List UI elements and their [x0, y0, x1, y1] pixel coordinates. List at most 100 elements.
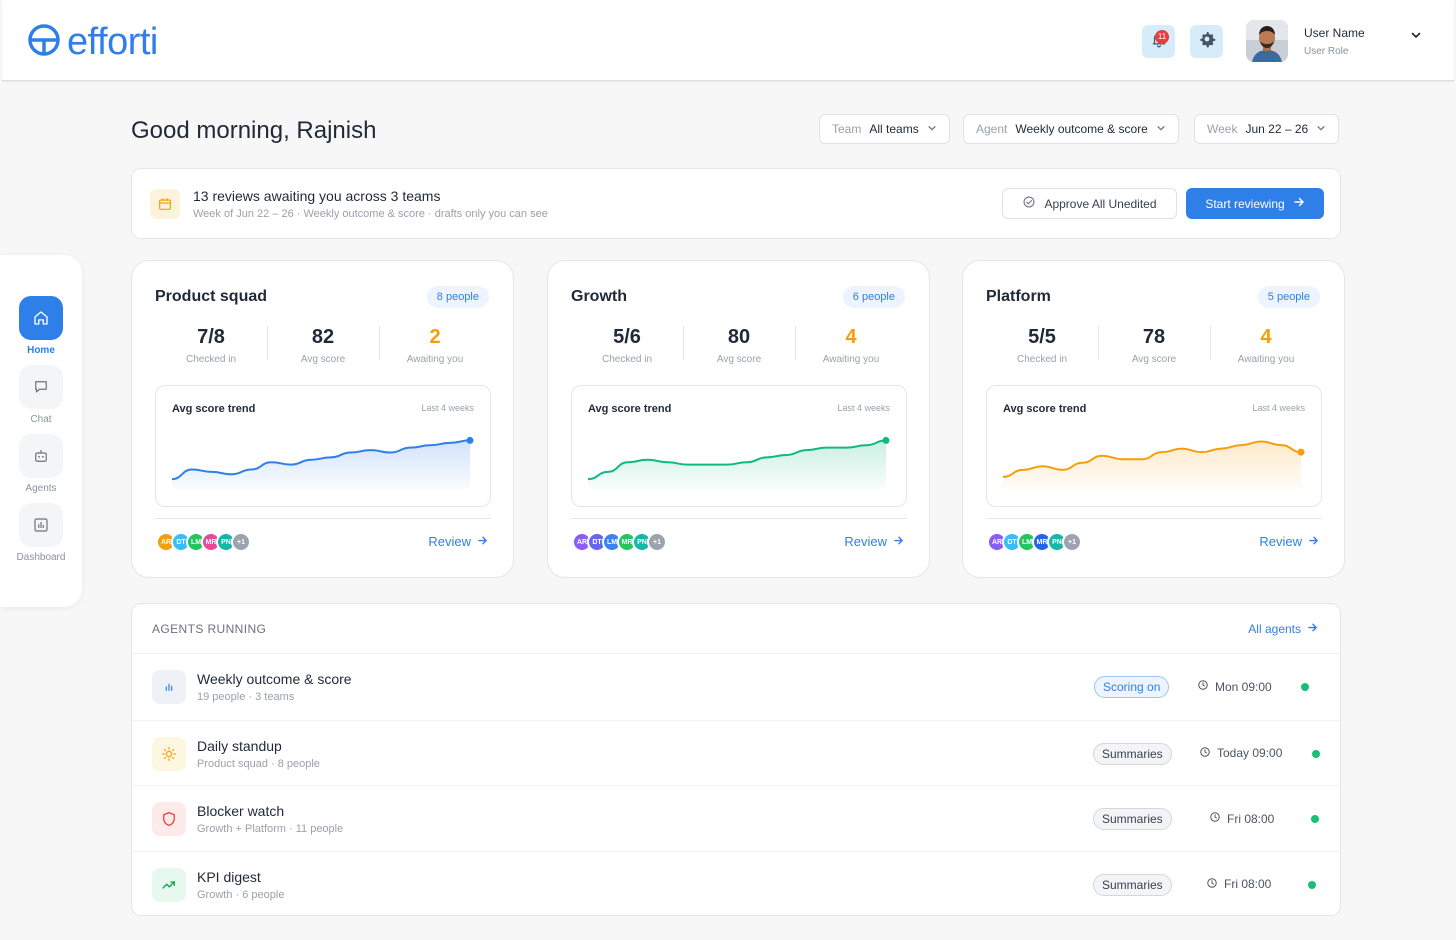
sidebar-item-home[interactable]: Home: [0, 296, 82, 356]
agents-running-panel: AGENTS RUNNING All agents Weekly outcome…: [131, 603, 1341, 916]
stat-value: 78: [1142, 326, 1166, 348]
filter-label: Agent: [976, 122, 1008, 136]
agent-row-daily-standup[interactable]: Daily standup Product squad · 8 people S…: [132, 719, 1340, 785]
button-label: Approve All Unedited: [1044, 196, 1157, 211]
stat-awaiting: 4 Awaiting you: [1210, 324, 1322, 370]
week-filter[interactable]: Week Jun 22 – 26: [1194, 114, 1340, 144]
chat-icon: [19, 365, 63, 409]
user-role: User Role: [1304, 46, 1349, 57]
all-agents-link[interactable]: All agents: [1248, 622, 1318, 636]
logo-text: efforti: [67, 21, 158, 63]
divider: [986, 518, 1322, 519]
stat-label: Awaiting you: [822, 354, 880, 365]
agent-mode-badge: Summaries: [1093, 742, 1172, 765]
filter-value: Weekly outcome & score: [1015, 122, 1148, 136]
chart-range: Last 4 weeks: [421, 403, 474, 413]
robot-icon: [19, 434, 63, 478]
divider: [132, 653, 1340, 654]
side-navigation: Home Chat Agents Dashboard: [0, 255, 82, 607]
review-banner: 13 reviews awaiting you across 3 teams W…: [131, 168, 1341, 239]
trend-end-point: [882, 436, 890, 444]
home-icon: [19, 296, 63, 340]
stat-label: Checked in: [1016, 354, 1068, 365]
agent-mode-badge: Summaries: [1093, 808, 1172, 830]
filter-label: Week: [1207, 122, 1238, 136]
clock-icon: [1206, 877, 1218, 892]
stat-label: Awaiting you: [406, 354, 464, 365]
divider: [155, 518, 491, 519]
agent-row-kpi-digest[interactable]: KPI digest Growth · 6 people Summaries F…: [132, 850, 1340, 916]
status-dot: [1312, 749, 1320, 758]
link-label: Review: [1259, 534, 1302, 549]
team-filter[interactable]: Team All teams: [819, 114, 950, 144]
sidebar-item-dashboard[interactable]: Dashboard: [0, 503, 82, 563]
sidebar-item-agents[interactable]: Agents: [0, 434, 82, 494]
start-reviewing-button[interactable]: Start reviewing: [1186, 188, 1324, 219]
stat-value: 80: [727, 326, 751, 348]
link-label: Review: [428, 534, 471, 549]
calendar-icon: [150, 189, 180, 219]
agent-name: Blocker watch: [197, 803, 285, 819]
arrow-right-icon: [1307, 622, 1318, 636]
stat-avg-score: 82 Avg score: [267, 324, 379, 370]
review-team-button[interactable]: Review: [844, 534, 904, 549]
team-name: Product squad: [155, 288, 268, 305]
trend-area: [588, 440, 886, 490]
trend-sparkline: [588, 436, 890, 490]
stat-checked-in: 5/6 Checked in: [571, 324, 683, 370]
agent-row-blocker-watch[interactable]: Blocker watch Growth + Platform · 11 peo…: [132, 785, 1340, 850]
gear-icon: [1198, 30, 1216, 53]
sidebar-item-label: Chat: [30, 414, 52, 425]
avg-score-trend-chart: Avg score trend Last 4 weeks: [986, 385, 1322, 507]
people-count-badge: 6 people: [842, 286, 905, 308]
chevron-down-icon: [927, 122, 937, 136]
stat-awaiting: 4 Awaiting you: [795, 324, 907, 370]
stat-label: Awaiting you: [1237, 354, 1295, 365]
agent-scope: Growth + Platform · 11 people: [197, 823, 344, 835]
stat-value: 5/6: [613, 326, 641, 348]
link-label: Review: [844, 534, 887, 549]
agent-schedule: Fri 08:00: [1206, 877, 1271, 892]
team-stats: 7/8 Checked in 82 Avg score 2 Awaiting y…: [155, 324, 491, 370]
status-dot: [1301, 683, 1309, 691]
people-count-badge: 8 people: [426, 286, 489, 308]
banner-subtitle: Week of Jun 22 – 26 · Weekly outcome & s…: [193, 208, 548, 220]
agent-filter[interactable]: Agent Weekly outcome & score: [963, 114, 1179, 144]
agent-scope: 19 people · 3 teams: [197, 691, 295, 703]
trend-sparkline: [1003, 440, 1305, 490]
team-stats: 5/5 Checked in 78 Avg score 4 Awaiting y…: [986, 324, 1322, 370]
member-avatars: AR DT LM MR PN +1: [987, 532, 1082, 552]
review-team-button[interactable]: Review: [1259, 534, 1319, 549]
approve-all-unedited-button[interactable]: Approve All Unedited: [1002, 188, 1177, 219]
agent-schedule: Mon 09:00: [1197, 679, 1272, 694]
stat-label: Checked in: [185, 354, 237, 365]
agent-row-weekly-outcome-score[interactable]: Weekly outcome & score 19 people · 3 tea…: [132, 654, 1340, 719]
sidebar-item-label: Dashboard: [16, 552, 66, 563]
settings-button[interactable]: [1190, 25, 1223, 58]
chart-range: Last 4 weeks: [837, 403, 890, 413]
chevron-down-icon: [1156, 122, 1166, 136]
review-team-button[interactable]: Review: [428, 534, 488, 549]
sidebar-item-label: Home: [27, 345, 55, 356]
stat-awaiting: 2 Awaiting you: [379, 324, 491, 370]
member-avatars: AR DT LM MR PN +1: [572, 532, 667, 552]
button-label: Start reviewing: [1205, 196, 1285, 211]
banner-title: 13 reviews awaiting you across 3 teams: [193, 188, 441, 204]
user-avatar[interactable]: [1246, 20, 1288, 62]
sidebar-item-chat[interactable]: Chat: [0, 365, 82, 425]
agent-schedule: Fri 08:00: [1209, 811, 1274, 826]
stat-checked-in: 7/8 Checked in: [155, 324, 267, 370]
stat-avg-score: 78 Avg score: [1098, 324, 1210, 370]
team-name: Platform: [986, 288, 1051, 305]
link-label: All agents: [1248, 622, 1301, 636]
logo[interactable]: efforti: [27, 22, 158, 62]
schedule-time: Fri 08:00: [1227, 811, 1275, 826]
chart-title: Avg score trend: [172, 403, 256, 415]
trend-sparkline: [172, 436, 474, 490]
divider: [571, 518, 907, 519]
stat-label: Avg score: [716, 354, 762, 365]
notifications-button[interactable]: 11: [1142, 25, 1175, 58]
chevron-down-icon[interactable]: [1410, 28, 1422, 46]
arrow-right-icon: [1293, 196, 1305, 211]
status-dot: [1308, 880, 1316, 889]
